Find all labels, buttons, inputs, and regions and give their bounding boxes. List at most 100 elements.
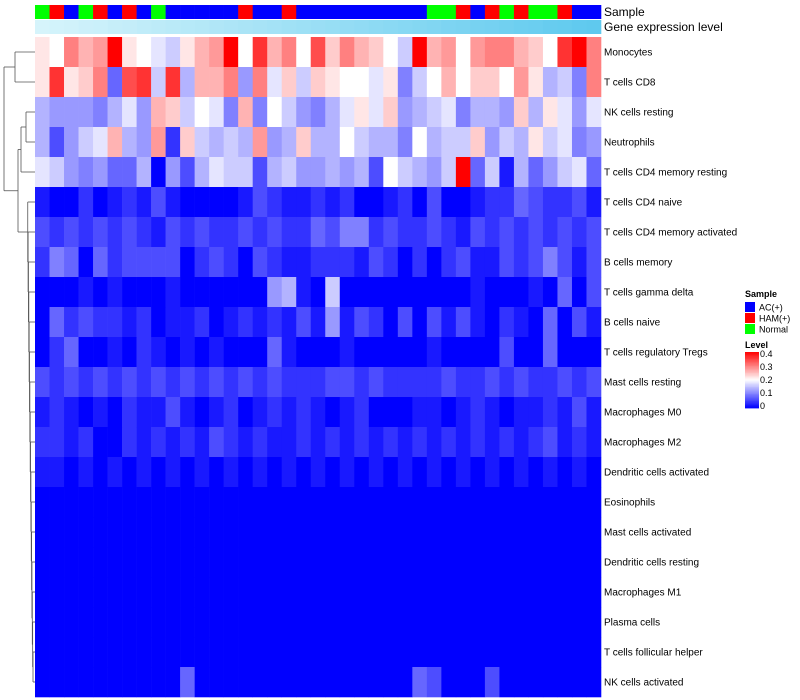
heatmap-cell bbox=[455, 97, 471, 128]
legend-gradient-step bbox=[745, 368, 759, 371]
heatmap-cell bbox=[180, 97, 195, 128]
heatmap-cell bbox=[281, 37, 297, 68]
legend-gradient-step bbox=[745, 402, 759, 405]
heatmap-cell bbox=[180, 637, 195, 668]
heatmap-cell bbox=[513, 337, 529, 368]
heatmap-cell bbox=[571, 67, 587, 98]
heatmap-cell bbox=[35, 667, 50, 698]
heatmap-cell bbox=[296, 487, 312, 518]
heatmap-cell bbox=[223, 97, 239, 128]
legend-gradient-step bbox=[745, 359, 759, 361]
heatmap-cell bbox=[528, 607, 544, 638]
heatmap-cell bbox=[412, 517, 428, 548]
heatmap-cell bbox=[354, 367, 370, 398]
heatmap-cell bbox=[296, 217, 312, 248]
heatmap-cell bbox=[412, 277, 428, 308]
expression-annotation-cell bbox=[484, 20, 500, 34]
heatmap-cell bbox=[194, 457, 210, 488]
heatmap-cell bbox=[571, 37, 587, 68]
heatmap-cell bbox=[528, 97, 544, 128]
heatmap-cell bbox=[252, 547, 268, 578]
heatmap-cell bbox=[78, 637, 94, 668]
heatmap-cell bbox=[194, 607, 210, 638]
heatmap-cell bbox=[238, 67, 253, 98]
heatmap-cell bbox=[354, 487, 370, 518]
heatmap-cell bbox=[267, 187, 283, 218]
heatmap-cell bbox=[484, 217, 500, 248]
heatmap-cell bbox=[165, 97, 181, 128]
legend-gradient-step bbox=[745, 354, 759, 357]
heatmap-cell bbox=[528, 37, 544, 68]
expression-annotation-cell bbox=[238, 20, 253, 34]
heatmap-cell bbox=[368, 517, 384, 548]
heatmap-cell bbox=[499, 337, 515, 368]
heatmap-cell bbox=[281, 97, 297, 128]
heatmap-cell bbox=[122, 247, 137, 278]
heatmap-cell bbox=[354, 547, 370, 578]
sample-annotation-cell bbox=[296, 5, 312, 19]
heatmap-cell bbox=[151, 337, 166, 368]
heatmap-cell bbox=[470, 457, 486, 488]
heatmap-cell bbox=[325, 397, 341, 428]
heatmap-cell bbox=[209, 37, 224, 68]
heatmap-cell bbox=[528, 637, 544, 668]
heatmap-cell bbox=[339, 277, 355, 308]
expression-annotation-cell bbox=[528, 20, 544, 34]
heatmap-cell bbox=[412, 397, 428, 428]
heatmap-cell bbox=[122, 667, 137, 698]
heatmap-cell bbox=[557, 97, 573, 128]
heatmap-cell bbox=[165, 217, 181, 248]
heatmap-cell bbox=[542, 277, 558, 308]
heatmap-cell bbox=[354, 607, 370, 638]
sample-annotation-cell bbox=[93, 5, 108, 19]
heatmap-cell bbox=[586, 277, 602, 308]
heatmap-cell bbox=[412, 427, 428, 458]
heatmap-cell bbox=[441, 607, 457, 638]
heatmap-cell bbox=[368, 247, 384, 278]
legend-gradient-step bbox=[745, 382, 759, 385]
heatmap-cell bbox=[368, 487, 384, 518]
legend-gradient-step bbox=[745, 357, 759, 360]
heatmap-cell bbox=[122, 277, 137, 308]
heatmap-cell bbox=[281, 577, 297, 608]
heatmap-cell bbox=[383, 337, 399, 368]
legend-gradient-step bbox=[745, 356, 759, 358]
heatmap-cell bbox=[354, 187, 370, 218]
heatmap-cell bbox=[252, 277, 268, 308]
heatmap-cell bbox=[397, 487, 413, 518]
heatmap-cell bbox=[209, 547, 224, 578]
heatmap-cell bbox=[78, 37, 94, 68]
heatmap-cell bbox=[557, 577, 573, 608]
heatmap-cell bbox=[455, 577, 471, 608]
expression-annotation-cell bbox=[470, 20, 486, 34]
heatmap-cell bbox=[354, 97, 370, 128]
heatmap-cell bbox=[484, 487, 500, 518]
heatmap-cell bbox=[49, 127, 65, 158]
heatmap-cell bbox=[238, 427, 253, 458]
expression-annotation-cell bbox=[557, 20, 573, 34]
heatmap-cell bbox=[107, 457, 123, 488]
heatmap-cell bbox=[252, 457, 268, 488]
heatmap-cell bbox=[310, 247, 326, 278]
heatmap-cell bbox=[368, 607, 384, 638]
heatmap-cell bbox=[397, 397, 413, 428]
heatmap-cell bbox=[426, 457, 442, 488]
heatmap-cell bbox=[310, 307, 326, 338]
legend-gradient-step bbox=[745, 352, 759, 354]
heatmap-cell bbox=[49, 277, 65, 308]
heatmap-cell bbox=[267, 427, 283, 458]
heatmap-cell bbox=[470, 607, 486, 638]
row-label: NK cells resting bbox=[604, 108, 673, 119]
heatmap-cell bbox=[49, 67, 65, 98]
heatmap-cell bbox=[35, 397, 50, 428]
heatmap-cell bbox=[310, 547, 326, 578]
heatmap-cell bbox=[180, 337, 195, 368]
heatmap-cell bbox=[296, 337, 312, 368]
sample-annotation-cell bbox=[586, 5, 602, 19]
heatmap-cell bbox=[325, 427, 341, 458]
heatmap-cell bbox=[484, 457, 500, 488]
expression-annotation-cell bbox=[151, 20, 166, 34]
heatmap-cell bbox=[412, 367, 428, 398]
heatmap-cell bbox=[513, 97, 529, 128]
heatmap-cell bbox=[325, 487, 341, 518]
